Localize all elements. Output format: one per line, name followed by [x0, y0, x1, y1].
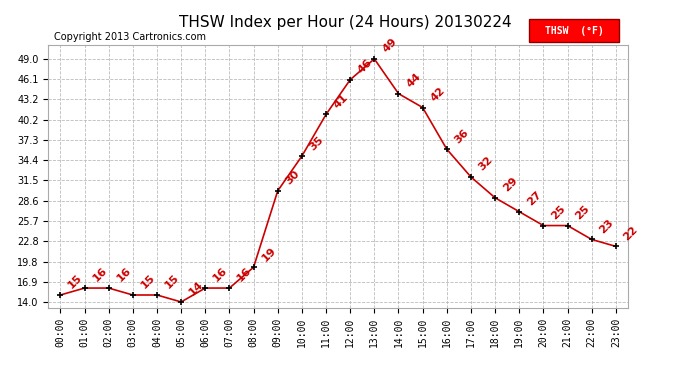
Text: THSW  (°F): THSW (°F) — [545, 26, 604, 36]
Text: 15: 15 — [66, 273, 84, 291]
Text: 15: 15 — [139, 273, 157, 291]
Text: 19: 19 — [259, 245, 278, 263]
Text: 25: 25 — [573, 204, 591, 221]
Text: 42: 42 — [428, 85, 447, 104]
Text: 41: 41 — [332, 92, 351, 110]
Text: 16: 16 — [90, 266, 109, 284]
Text: THSW Index per Hour (24 Hours) 20130224: THSW Index per Hour (24 Hours) 20130224 — [179, 15, 511, 30]
FancyBboxPatch shape — [529, 19, 619, 42]
Text: 22: 22 — [622, 224, 640, 242]
Text: 25: 25 — [549, 204, 567, 221]
Text: 44: 44 — [404, 71, 423, 90]
Text: 46: 46 — [356, 57, 375, 75]
Text: 36: 36 — [453, 127, 471, 145]
Text: 23: 23 — [598, 217, 615, 235]
Text: 14: 14 — [187, 280, 206, 298]
Text: Copyright 2013 Cartronics.com: Copyright 2013 Cartronics.com — [54, 32, 206, 42]
Text: 35: 35 — [308, 134, 326, 152]
Text: 15: 15 — [163, 273, 181, 291]
Text: 16: 16 — [211, 266, 230, 284]
Text: 32: 32 — [477, 155, 495, 173]
Text: 16: 16 — [235, 266, 254, 284]
Text: 16: 16 — [115, 266, 133, 284]
Text: 30: 30 — [284, 169, 302, 187]
Text: 27: 27 — [525, 189, 543, 207]
Text: 49: 49 — [380, 36, 399, 55]
Text: 29: 29 — [501, 176, 520, 194]
